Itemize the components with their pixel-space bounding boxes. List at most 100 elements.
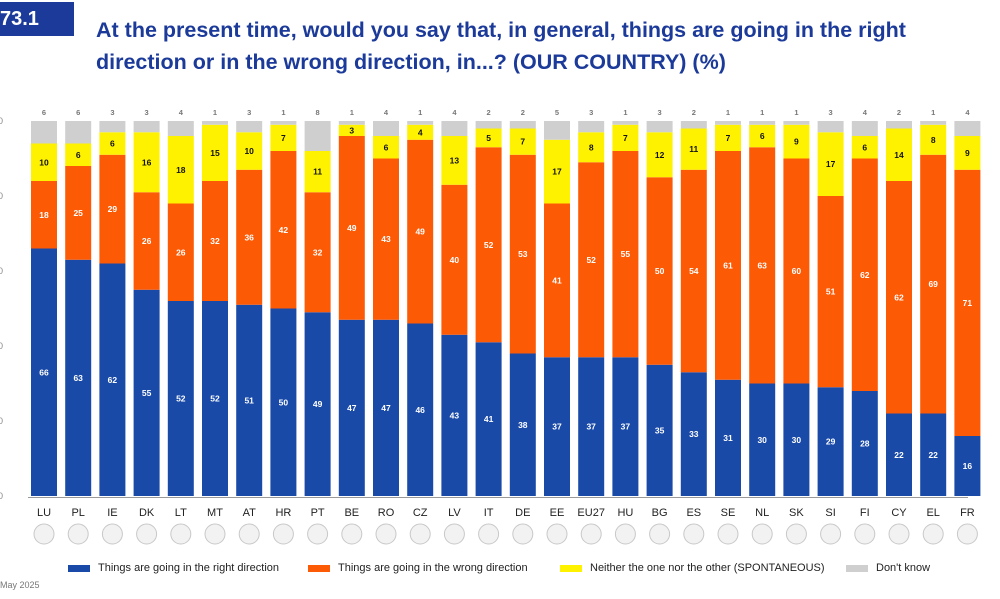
data-label-ee-s0: 37	[552, 422, 562, 432]
flag-icon-pl	[67, 523, 89, 545]
data-label-cy-s3: 2	[897, 108, 901, 117]
chart-number: 73.1	[0, 8, 39, 30]
bar-segment-lt-s2	[167, 136, 194, 204]
data-label-it-s0: 41	[484, 414, 494, 424]
flag-icon-hr	[272, 523, 294, 545]
category-label-fi: FI	[860, 507, 870, 519]
legend-item-wrong-direction: Things are going in the wrong direction	[308, 562, 528, 574]
bar-segment-fr-s3	[954, 121, 981, 136]
bar-segment-pt-s1	[304, 192, 331, 313]
bar-segment-hr-s1	[270, 151, 297, 309]
bar-segment-si-s1	[817, 196, 844, 388]
flag-icon-ee	[546, 523, 568, 545]
bar-segment-de-s1	[509, 154, 536, 354]
legend-label-dont-know: Don't know	[876, 562, 931, 574]
category-label-de: DE	[515, 507, 530, 519]
flag-icon-se	[717, 523, 739, 545]
legend-item-dont-know: Don't know	[846, 562, 930, 574]
bar-segment-cy-s3	[886, 121, 912, 129]
data-label-si-s0: 29	[826, 437, 836, 447]
data-label-ie-s3: 3	[110, 108, 114, 117]
data-label-si-s3: 3	[829, 108, 833, 117]
data-label-pl-s2: 6	[76, 150, 81, 160]
data-label-it-s3: 2	[487, 108, 491, 117]
bar-segment-de-s2	[509, 128, 536, 155]
bar-segment-ro-s3	[373, 121, 399, 136]
bar-segment-es-s3	[680, 121, 707, 129]
data-label-fr-s0: 16	[963, 461, 973, 471]
data-label-pl-s0: 63	[73, 373, 83, 383]
flag-icon-si	[820, 523, 842, 545]
data-label-eu27-s3: 3	[589, 108, 593, 117]
bar-segment-hr-s3	[270, 121, 297, 125]
bar-segment-ee-s0	[544, 357, 570, 496]
flag-icon-bg	[649, 523, 671, 545]
data-label-hu-s2: 7	[623, 133, 628, 143]
bar-segment-lu-s1	[31, 181, 57, 249]
bar-segment-sk-s0	[783, 383, 810, 496]
bar-segment-sk-s3	[783, 121, 810, 125]
bar-segment-el-s0	[920, 413, 947, 496]
flag-icon-es	[683, 523, 705, 545]
bar-segment-es-s1	[680, 169, 707, 373]
bar-segment-dk-s0	[133, 289, 160, 496]
bar-segment-it-s3	[475, 121, 502, 129]
data-label-lt-s2: 18	[176, 165, 186, 175]
bar-segment-hu-s2	[612, 124, 639, 151]
flag-icon-lu	[33, 523, 55, 545]
bar-segment-fr-s0	[954, 436, 981, 496]
bar-segment-nl-s3	[749, 121, 776, 125]
category-label-dk: DK	[139, 507, 155, 519]
bar-segment-dk-s1	[133, 192, 160, 290]
bar-segment-ie-s2	[99, 132, 126, 155]
data-label-dk-s0: 55	[142, 388, 152, 398]
flag-icon-hu	[614, 523, 636, 545]
data-label-cz-s1: 49	[415, 227, 425, 237]
legend-swatch-neither	[560, 564, 582, 572]
category-label-it: IT	[484, 507, 494, 519]
data-label-de-s3: 2	[521, 108, 525, 117]
data-label-bg-s0: 35	[655, 425, 665, 435]
bar-segment-sk-s2	[783, 124, 810, 159]
data-label-cz-s0: 46	[415, 405, 425, 415]
category-label-fr: FR	[960, 507, 975, 519]
category-label-pt: PT	[311, 507, 325, 519]
bar-segment-se-s3	[715, 121, 741, 125]
chart-title: At the present time, would you say that,…	[96, 18, 906, 74]
bar-segment-ie-s0	[99, 263, 126, 496]
category-label-pl: PL	[71, 507, 84, 519]
flag-icon-de	[512, 523, 534, 545]
bar-segment-lt-s1	[167, 203, 194, 301]
data-label-ie-s0: 62	[108, 375, 118, 385]
bar-segment-se-s2	[715, 124, 741, 151]
data-label-eu27-s1: 52	[586, 255, 596, 265]
data-label-sk-s0: 30	[792, 435, 802, 445]
data-label-cy-s2: 14	[894, 150, 904, 160]
y-tick-label: 0	[0, 416, 3, 426]
bar-segment-ie-s1	[99, 154, 126, 264]
category-label-hr: HR	[275, 507, 291, 519]
data-label-hr-s0: 50	[279, 397, 289, 407]
bar-segment-be-s1	[338, 136, 365, 320]
bar-segment-pl-s1	[65, 166, 92, 260]
data-label-pt-s3: 8	[316, 108, 320, 117]
data-label-pl-s3: 6	[76, 108, 80, 117]
data-label-at-s2: 10	[244, 146, 254, 156]
data-label-es-s2: 11	[689, 144, 698, 154]
data-label-it-s1: 52	[484, 240, 494, 250]
bar-segment-at-s2	[236, 132, 263, 170]
flag-icon-be	[341, 523, 363, 545]
category-label-lt: LT	[175, 507, 187, 519]
bar-segment-be-s3	[338, 121, 365, 125]
bar-segment-pt-s2	[304, 151, 331, 193]
flag-icon-nl	[751, 523, 773, 545]
data-label-se-s2: 7	[726, 133, 731, 143]
bar-segment-es-s2	[680, 128, 707, 170]
data-label-lu-s1: 18	[39, 210, 49, 220]
bar-segment-bg-s3	[646, 121, 673, 133]
bar-segment-lt-s3	[167, 121, 194, 136]
data-label-at-s0: 51	[244, 395, 254, 405]
bar-segment-eu27-s0	[578, 357, 605, 496]
bar-segment-be-s0	[338, 319, 365, 496]
bar-segment-dk-s2	[133, 132, 160, 193]
